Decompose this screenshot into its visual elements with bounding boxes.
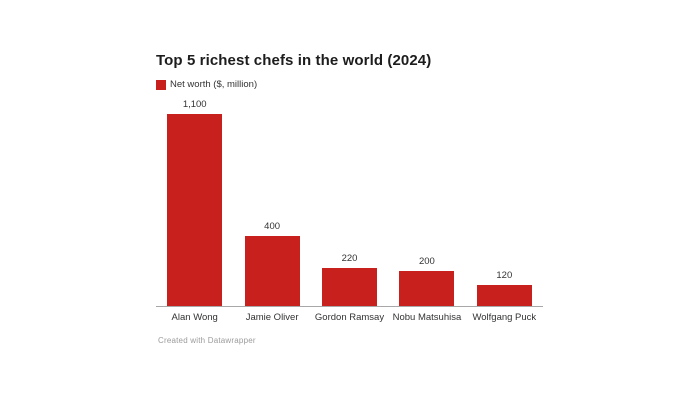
bar-group-3: 220 — [311, 253, 388, 306]
bar-3[interactable] — [322, 268, 378, 306]
legend-label: Net worth ($, million) — [170, 79, 258, 90]
bar-5[interactable] — [476, 285, 532, 306]
bar-group-2: 400 — [233, 221, 310, 306]
bar-value-label: 1,100 — [182, 99, 207, 110]
legend-color-swatch — [156, 79, 166, 90]
category-label: Alan Wong — [171, 312, 218, 323]
bar-value-label: 220 — [341, 253, 358, 264]
bar-group-1: 1,100 — [156, 99, 233, 306]
category-label: Wolfgang Puck — [472, 312, 537, 323]
legend: Net worth ($, million) — [156, 79, 543, 90]
bar-value-label: 200 — [418, 256, 435, 267]
category-label: Jamie Oliver — [245, 312, 299, 323]
bar-1[interactable] — [167, 114, 223, 306]
bar-chart-plot-area: 1,100 400 220 200 120 — [156, 99, 543, 307]
bar-4[interactable] — [399, 271, 455, 306]
category-label: Nobu Matsuhisa — [392, 312, 462, 323]
bar-value-label: 400 — [264, 221, 281, 232]
category-label: Gordon Ramsay — [314, 312, 385, 323]
bar-group-5: 120 — [466, 270, 543, 306]
x-axis-category-labels: Alan Wong Jamie Oliver Gordon Ramsay Nobu M… — [156, 307, 543, 323]
bar-2[interactable] — [244, 236, 300, 306]
chart-title: Top 5 richest chefs in the world (2024) — [156, 52, 432, 69]
chart-canvas: Top 5 richest chefs in the world (2024) … — [156, 51, 543, 345]
attribution-text: Created with Datawrapper — [158, 336, 256, 345]
bar-group-4: 200 — [388, 256, 465, 306]
bar-value-label: 120 — [496, 270, 513, 281]
